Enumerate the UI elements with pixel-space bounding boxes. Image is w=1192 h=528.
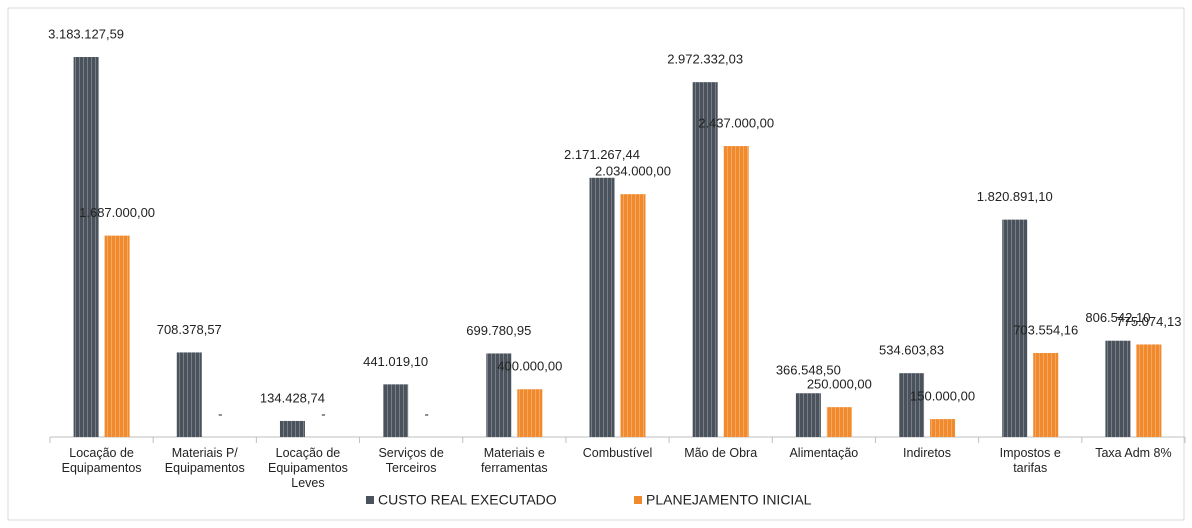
legend-label: CUSTO REAL EXECUTADO — [378, 492, 557, 508]
value-label: 1.820.891,10 — [977, 189, 1053, 204]
x-tick-label: Alimentação — [789, 446, 859, 460]
bar — [1105, 340, 1131, 437]
bar — [104, 235, 130, 437]
value-label: - — [321, 406, 325, 421]
value-label: 699.780,95 — [466, 323, 531, 338]
bar — [1136, 344, 1162, 437]
bar — [692, 82, 718, 437]
bar — [620, 194, 646, 437]
bar — [73, 57, 99, 437]
value-label: 400.000,00 — [497, 359, 562, 374]
value-label: 534.603,83 — [879, 343, 944, 358]
value-label: 441.019,10 — [363, 354, 428, 369]
value-label: 134.428,74 — [260, 390, 325, 405]
x-tick-label: Mão de Obra — [684, 446, 758, 460]
bar — [176, 352, 202, 437]
bar — [795, 393, 821, 437]
value-label: - — [424, 406, 428, 421]
frame — [7, 7, 1185, 521]
value-label: 2.171.267,44 — [564, 147, 640, 162]
x-tick-label: Impostos e tarifas — [999, 446, 1061, 475]
x-tick-label: Taxa Adm 8% — [1095, 446, 1172, 460]
legend-swatch — [366, 496, 374, 504]
value-label: 708.378,57 — [157, 322, 222, 337]
x-tick-label: Locação de Equipamentos Leves — [267, 446, 348, 490]
bar — [899, 373, 925, 437]
bar — [517, 389, 543, 437]
value-label: 806.542,10 — [1085, 310, 1150, 325]
value-label: 2.972.332,03 — [667, 52, 743, 67]
legend-swatch — [634, 496, 642, 504]
bar — [589, 177, 615, 438]
x-tick-label: Locação de Equipamentos — [61, 446, 142, 475]
value-label: 3.183.127,59 — [48, 26, 124, 41]
legend-label: PLANEJAMENTO INICIAL — [646, 492, 812, 508]
bar — [279, 420, 305, 437]
x-tick-label: Combustível — [582, 446, 653, 460]
bar — [1033, 353, 1059, 437]
value-label: 703.554,16 — [1013, 322, 1078, 337]
value-label: 2.437.000,00 — [698, 116, 774, 131]
bar — [723, 146, 749, 437]
value-label: - — [218, 406, 222, 421]
bar — [486, 353, 512, 437]
value-label: 775.074,13 — [1116, 314, 1181, 329]
x-tick-label: Materiais P/ Equipamentos — [164, 446, 245, 475]
x-tick-label: Materiais e ferramentas — [480, 446, 548, 475]
x-tick-label: Indiretos — [903, 446, 951, 460]
x-tick-label: Serviços de Terceiros — [378, 446, 444, 475]
value-label: 1.687.000,00 — [79, 205, 155, 220]
bar — [383, 384, 409, 437]
value-label: 150.000,00 — [910, 389, 975, 404]
bar — [1002, 219, 1028, 437]
bar — [930, 419, 956, 437]
value-label: 2.034.000,00 — [595, 164, 671, 179]
value-label: 366.548,50 — [776, 363, 841, 378]
bar — [826, 407, 852, 437]
value-label: 250.000,00 — [807, 377, 872, 392]
